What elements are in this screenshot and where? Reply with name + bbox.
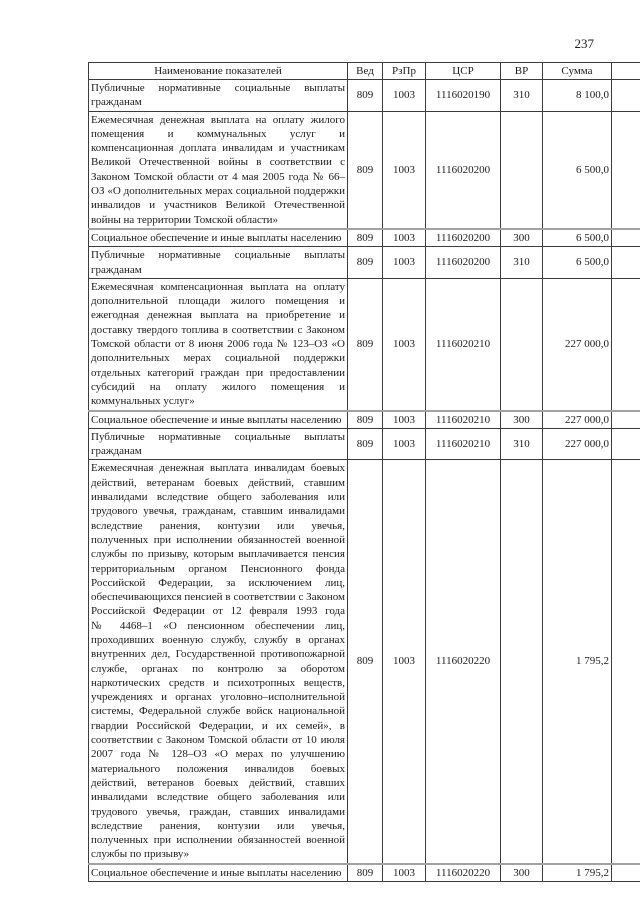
- cell-vr: [500, 110, 543, 230]
- cell-vr: 300: [500, 862, 543, 883]
- table-row: Социальное обеспечение и иные выплаты на…: [88, 227, 640, 248]
- cell-summa: 227 000,0: [542, 427, 612, 461]
- cell-ved: 809: [347, 227, 383, 248]
- table-row: Социальное обеспечение и иные выплаты на…: [88, 409, 640, 429]
- cell-csr: 1116020190: [425, 79, 501, 112]
- cell-name: Публичные нормативные социальные выплаты…: [88, 246, 348, 279]
- header-csr: ЦСР: [425, 62, 501, 80]
- cell-ved: 809: [347, 79, 383, 112]
- cell-rzpr: 1003: [382, 427, 426, 461]
- cell-name: Социальное обеспечение и иные выплаты на…: [88, 409, 348, 429]
- cell-cutoff: [611, 409, 640, 429]
- cell-name: Публичные нормативные социальные выплаты…: [88, 79, 348, 112]
- cell-name: Социальное обеспечение и иные выплаты на…: [88, 862, 348, 883]
- cell-ved: 809: [347, 427, 383, 461]
- cell-summa: 6 500,0: [542, 246, 612, 279]
- cell-cutoff: [611, 227, 640, 248]
- table-row: Ежемесячная денежная выплата инвалидам б…: [88, 459, 640, 865]
- cell-name: Социальное обеспечение и иные выплаты на…: [88, 227, 348, 248]
- cell-ved: 809: [347, 110, 383, 230]
- page-number: 237: [574, 36, 595, 51]
- cell-csr: 1116020200: [425, 227, 501, 248]
- cell-cutoff: [611, 277, 640, 412]
- cell-rzpr: 1003: [382, 246, 426, 279]
- header-summa: Сумма: [542, 62, 612, 80]
- cell-name: Ежемесячная денежная выплата инвалидам б…: [88, 459, 348, 865]
- cell-rzpr: 1003: [382, 227, 426, 248]
- cell-rzpr: 1003: [382, 110, 426, 230]
- table-row: Публичные нормативные социальные выплаты…: [88, 427, 640, 461]
- cell-cutoff: [611, 427, 640, 461]
- cell-summa: 6 500,0: [542, 227, 612, 248]
- cell-ved: 809: [347, 246, 383, 279]
- header-rzpr: РзПр: [382, 62, 426, 80]
- cell-csr: 1116020200: [425, 110, 501, 230]
- header-ved: Вед: [347, 62, 383, 80]
- cell-summa: 8 100,0: [542, 79, 612, 112]
- cell-summa: 1 795,2: [542, 862, 612, 883]
- cell-vr: 310: [500, 427, 543, 461]
- cell-csr: 1116020210: [425, 427, 501, 461]
- cell-rzpr: 1003: [382, 862, 426, 883]
- cell-name: Публичные нормативные социальные выплаты…: [88, 427, 348, 461]
- cell-ved: 809: [347, 277, 383, 412]
- header-vr: ВР: [500, 62, 543, 80]
- cell-cutoff: [611, 110, 640, 230]
- cell-vr: [500, 459, 543, 865]
- cell-ved: 809: [347, 862, 383, 883]
- cell-csr: 1116020220: [425, 862, 501, 883]
- cell-csr: 1116020200: [425, 246, 501, 279]
- cell-csr: 1116020210: [425, 409, 501, 429]
- cell-ved: 809: [347, 459, 383, 865]
- cell-rzpr: 1003: [382, 409, 426, 429]
- header-name: Наименование показателей: [88, 62, 348, 80]
- table-row: Социальное обеспечение и иные выплаты на…: [88, 862, 640, 883]
- table-row: Ежемесячная компенсационная выплата на о…: [88, 277, 640, 412]
- cell-csr: 1116020220: [425, 459, 501, 865]
- cell-vr: 300: [500, 409, 543, 429]
- table-row: Публичные нормативные социальные выплаты…: [88, 79, 640, 112]
- table-row: Публичные нормативные социальные выплаты…: [88, 246, 640, 279]
- cell-ved: 809: [347, 409, 383, 429]
- cell-summa: 1 795,2: [542, 459, 612, 865]
- cell-cutoff: [611, 79, 640, 112]
- table-row: Ежемесячная денежная выплата на оплату ж…: [88, 110, 640, 230]
- cell-csr: 1116020210: [425, 277, 501, 412]
- cell-rzpr: 1003: [382, 459, 426, 865]
- cell-cutoff: [611, 246, 640, 279]
- cell-name: Ежемесячная компенсационная выплата на о…: [88, 277, 348, 412]
- header-cutoff-column: [611, 62, 640, 80]
- cell-summa: 227 000,0: [542, 409, 612, 429]
- cell-vr: 310: [500, 79, 543, 112]
- table-header-row: Наименование показателей Вед РзПр ЦСР ВР…: [88, 62, 640, 80]
- table-body: Публичные нормативные социальные выплаты…: [88, 79, 640, 883]
- cell-vr: [500, 277, 543, 412]
- cell-summa: 227 000,0: [542, 277, 612, 412]
- cell-rzpr: 1003: [382, 79, 426, 112]
- cell-cutoff: [611, 862, 640, 883]
- budget-table: Наименование показателей Вед РзПр ЦСР ВР…: [88, 62, 640, 883]
- cell-vr: 300: [500, 227, 543, 248]
- cell-summa: 6 500,0: [542, 110, 612, 230]
- cell-cutoff: [611, 459, 640, 865]
- cell-rzpr: 1003: [382, 277, 426, 412]
- cell-vr: 310: [500, 246, 543, 279]
- cell-name: Ежемесячная денежная выплата на оплату ж…: [88, 110, 348, 230]
